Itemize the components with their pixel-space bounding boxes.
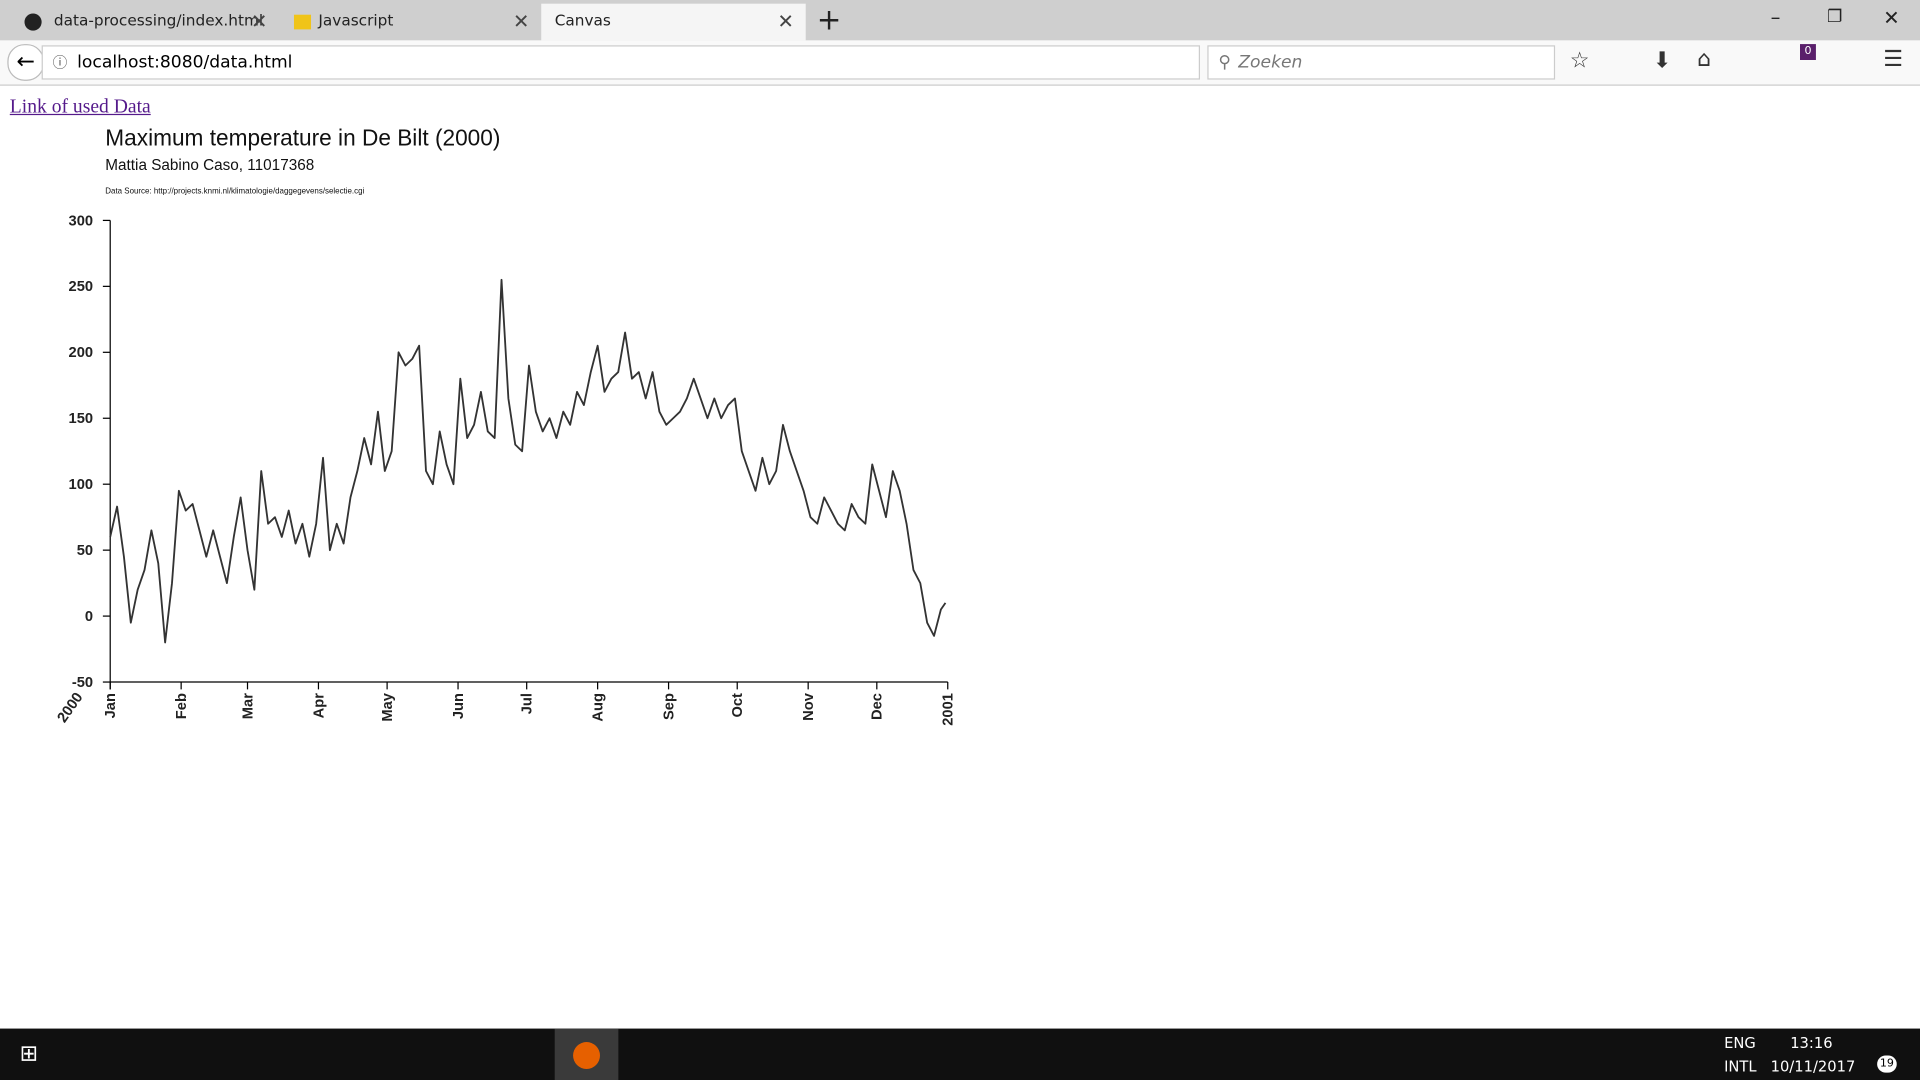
clock-time[interactable]: 13:16: [1790, 1034, 1833, 1052]
clock-date[interactable]: 10/11/2017: [1770, 1057, 1856, 1076]
x-tick-label: Jan: [103, 693, 119, 718]
layout[interactable]: INTL: [1724, 1057, 1757, 1076]
x-tick-label: Apr: [311, 693, 327, 719]
bookmark[interactable]: ☆: [1569, 47, 1590, 74]
x-tick-label: 2000: [55, 690, 87, 726]
y-tick-label: 300: [69, 213, 94, 229]
restore[interactable]: ❐: [1826, 7, 1843, 27]
downloads[interactable]: ⬇: [1653, 47, 1672, 74]
x-tick-label: Feb: [174, 693, 190, 719]
nav-bar: ← ⓘ localhost:8080/data.html ⚲ Zoeken ☆ ⬇ …: [0, 40, 1920, 86]
chart-subtitle: Mattia Sabino Caso, 11017368: [105, 157, 314, 174]
x-tick-label: Sep: [661, 693, 677, 720]
home[interactable]: ⌂: [1697, 46, 1712, 73]
tab-active[interactable]: Canvas: [541, 3, 806, 41]
y-tick-label: 100: [69, 477, 94, 493]
menu[interactable]: ☰: [1883, 46, 1904, 73]
chart: Maximum temperature in De Bilt (2000) Ma…: [55, 125, 957, 726]
badge: 0: [1800, 44, 1816, 61]
language[interactable]: ENG: [1724, 1034, 1756, 1052]
tab[interactable]: Javascript: [293, 4, 514, 41]
y-tick-label: 150: [69, 411, 94, 427]
tab-title: data-processing/index.html: [53, 11, 264, 30]
back-button[interactable]: ←: [7, 44, 45, 81]
y-tick-label: 250: [69, 279, 94, 295]
chart-source: Data Source: http://projects.knmi.nl/kli…: [105, 186, 364, 195]
x-tick-label: Dec: [870, 693, 886, 720]
x-tick-label: 2001: [941, 693, 957, 726]
firefox-task[interactable]: [554, 1028, 619, 1080]
x-tick-label: Mar: [240, 693, 256, 719]
x-tick-label: Oct: [730, 693, 746, 718]
data-link[interactable]: Link of used Data: [9, 96, 151, 118]
x-tick-label: Jul: [520, 693, 536, 714]
tab-title: Javascript: [318, 11, 394, 30]
tab-title: Canvas: [554, 11, 611, 30]
x-tick-label: Jun: [451, 693, 467, 719]
x-tick-label: Nov: [801, 692, 817, 721]
search-bar[interactable]: ⚲ Zoeken: [1207, 45, 1556, 80]
x-tick-label: Aug: [591, 693, 607, 722]
x-tick-label: May: [380, 692, 396, 721]
tab-bar: data-processing/index.html ✕ Javascript …: [0, 0, 1920, 41]
start-button[interactable]: ⊞: [19, 1040, 39, 1067]
close[interactable]: ✕: [1883, 6, 1900, 30]
tab[interactable]: data-processing/index.html: [24, 4, 269, 41]
minimize[interactable]: –: [1770, 4, 1781, 29]
taskbar: ⊞ ENG INTL 13:16 10/11/2017 19: [0, 1028, 1920, 1080]
tab-close[interactable]: ✕: [251, 9, 268, 34]
url: localhost:8080/data.html: [77, 52, 293, 73]
new-tab[interactable]: +: [816, 2, 842, 37]
y-tick-label: 50: [77, 543, 93, 559]
notification-count[interactable]: 19: [1877, 1055, 1897, 1073]
y-tick-label: 200: [69, 345, 94, 361]
data-line: [109, 278, 947, 644]
url-bar[interactable]: ⓘ localhost:8080/data.html: [41, 45, 1201, 80]
chart-title: Maximum temperature in De Bilt (2000): [105, 125, 500, 151]
tab-close[interactable]: ✕: [777, 9, 794, 34]
tab-close[interactable]: ✕: [513, 9, 530, 34]
search-placeholder: Zoeken: [1238, 52, 1303, 73]
y-tick-label: 0: [85, 609, 93, 625]
y-tick-label: -50: [72, 675, 93, 691]
